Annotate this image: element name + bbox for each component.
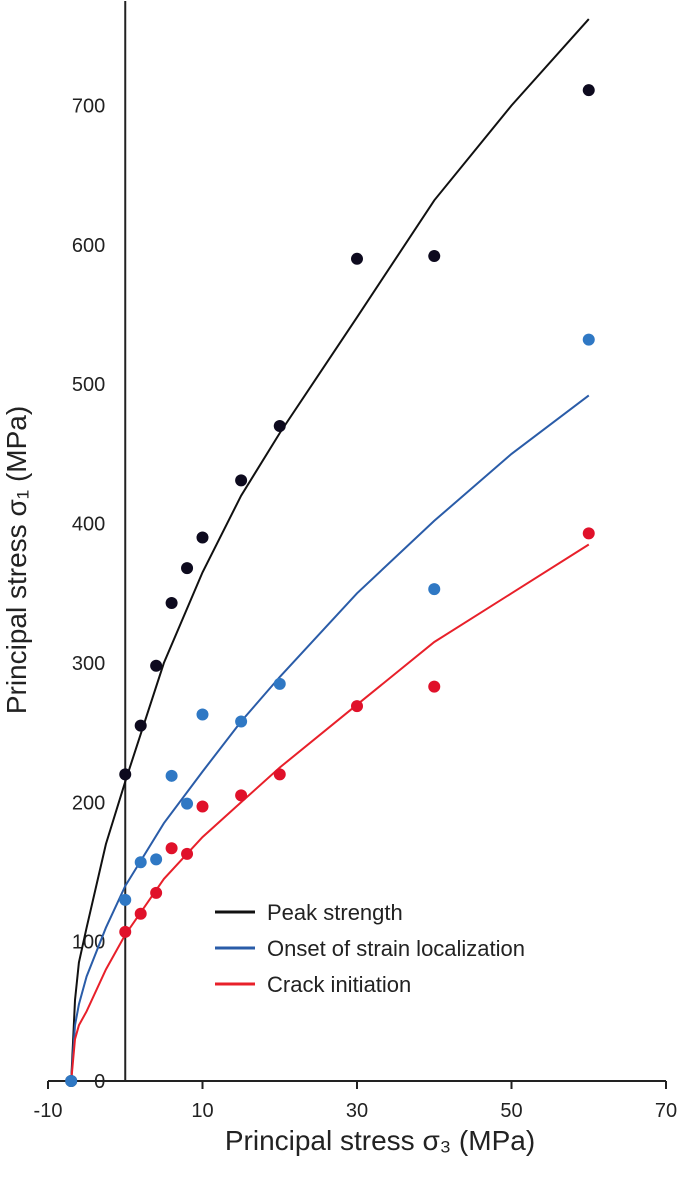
x-tick-label: 50 [500, 1100, 522, 1122]
legend-label: Crack initiation [267, 972, 411, 997]
y-tick-label: 300 [72, 653, 105, 675]
y-tick-label: 0 [94, 1071, 105, 1093]
data-point [273, 768, 286, 781]
data-point [181, 562, 194, 575]
y-tick-label: 200 [72, 792, 105, 814]
data-point [65, 1075, 78, 1087]
data-point [119, 925, 132, 938]
x-tick-label: 30 [346, 1100, 368, 1122]
fit-line [70, 394, 590, 1082]
data-point [134, 719, 147, 732]
data-point [235, 789, 248, 802]
data-point [235, 474, 248, 487]
legend-label: Onset of strain localization [267, 936, 525, 961]
data-point [181, 797, 194, 810]
data-point [273, 677, 286, 690]
data-point [119, 768, 132, 781]
y-tick-label: 400 [72, 514, 105, 536]
data-point [181, 847, 194, 860]
data-point [196, 708, 209, 721]
data-point [150, 853, 163, 866]
data-point [428, 583, 441, 596]
data-point [351, 252, 363, 265]
data-point [582, 527, 595, 540]
x-tick-label: 10 [191, 1100, 213, 1122]
data-point [119, 893, 132, 906]
fit-line [70, 18, 590, 1082]
x-tick-label: 70 [655, 1100, 677, 1122]
legend-label: Peak strength [267, 900, 403, 925]
x-tick-label: -10 [34, 1100, 63, 1122]
data-point [150, 659, 163, 672]
y-tick-label: 700 [72, 96, 105, 118]
y-tick-label: 500 [72, 374, 105, 396]
fit-line [70, 543, 590, 1082]
data-point [428, 250, 441, 263]
data-point [582, 84, 595, 97]
x-axis-label: Principal stress σ₃ (MPa) [225, 1125, 535, 1156]
data-point [165, 842, 178, 855]
data-point [196, 800, 209, 813]
data-point [582, 333, 595, 346]
data-point [134, 856, 147, 869]
y-axis-label: Principal stress σ₁ (MPa) [1, 406, 32, 714]
data-point [150, 886, 163, 899]
data-point [273, 420, 286, 433]
data-point [428, 680, 441, 693]
data-point [165, 597, 178, 610]
data-point [165, 769, 178, 782]
data-point [235, 715, 248, 728]
y-tick-label: 600 [72, 235, 105, 257]
data-point [196, 531, 209, 544]
data-point [134, 907, 147, 920]
data-point [351, 700, 363, 713]
